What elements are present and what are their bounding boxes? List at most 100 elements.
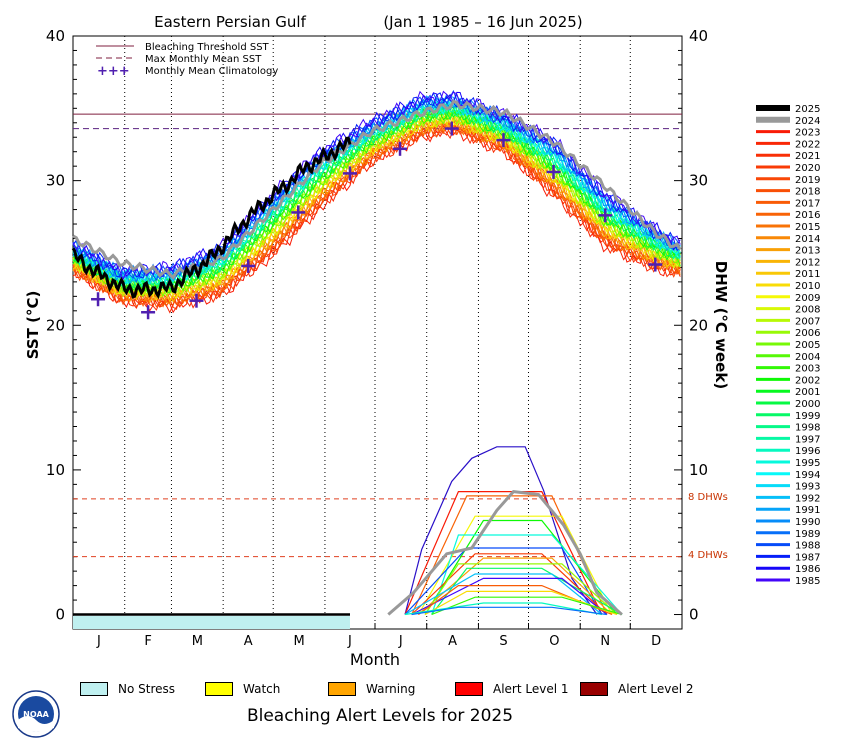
dhw-line-2006 (424, 563, 618, 615)
alert-item-alert-1: Alert Level 1 (455, 680, 569, 698)
month-label: M (192, 634, 203, 649)
chart-title: Eastern Persian Gulf (154, 13, 306, 31)
chart-period: (Jan 1 1985 – 16 Jun 2025) (383, 13, 582, 31)
legend-threshold-label: Bleaching Threshold SST (145, 42, 270, 53)
year-legend-label-1995: 1995 (795, 458, 820, 469)
year-legend-label-2007: 2007 (795, 316, 820, 327)
year-legend-label-2008: 2008 (795, 305, 820, 316)
noaa-logo-text: NOAA (23, 710, 49, 719)
y-tick-label-right: 40 (689, 27, 708, 45)
alert-label-alert-2: Alert Level 2 (618, 682, 694, 696)
y-tick-label-left: 0 (55, 606, 65, 624)
alert-item-warning: Warning (328, 680, 415, 698)
sst-series (71, 99, 682, 300)
alert-swatch-alert-1 (455, 682, 483, 696)
tick-labels: 0 0 10 10 20 20 30 30 40 40 J F M A M J J A S O N D (46, 27, 708, 649)
alert-swatch-watch (205, 682, 233, 696)
year-legend-label-1999: 1999 (795, 411, 820, 422)
year-legend-label-2015: 2015 (795, 222, 820, 233)
dhw-4-label: 4 DHWs (688, 550, 728, 561)
dhw-line-max-year (404, 446, 598, 615)
climatology-marker (444, 121, 459, 136)
year-legend-label-2024: 2024 (795, 116, 820, 127)
dhw-line-1999 (431, 567, 623, 616)
year-legend-label-1991: 1991 (795, 505, 820, 516)
alert-item-watch: Watch (205, 680, 280, 698)
climatology-marker (141, 305, 156, 320)
dhw-line-2020 (411, 553, 608, 615)
climatology-marker (291, 205, 306, 220)
y-tick-label-left: 10 (46, 461, 65, 479)
alert-label-no-stress: No Stress (118, 682, 176, 696)
dhw-line-1989 (411, 606, 607, 616)
plot-area (72, 35, 683, 630)
year-legend-label-2020: 2020 (795, 163, 820, 174)
alert-label-watch: Watch (243, 682, 281, 696)
year-legend-label-2001: 2001 (795, 387, 820, 398)
alert-swatch-no-stress (80, 682, 108, 696)
year-legend-label-2005: 2005 (795, 340, 820, 351)
month-label: J (398, 634, 403, 649)
year-legend-label-2014: 2014 (795, 234, 820, 245)
month-label: S (499, 634, 507, 649)
dhw-line-2010 (424, 590, 618, 616)
year-legend-label-1997: 1997 (795, 434, 820, 445)
line-legend: Bleaching Threshold SST Max Monthly Mean… (96, 42, 278, 79)
year-legend-label-1994: 1994 (795, 470, 820, 481)
x-axis-label: Month (350, 650, 400, 669)
year-legend-label-2012: 2012 (795, 257, 820, 268)
month-label: M (293, 634, 304, 649)
year-legend-label-1998: 1998 (795, 423, 820, 434)
y-tick-label-right: 0 (689, 606, 699, 624)
year-legend-label-2017: 2017 (795, 198, 820, 209)
year-legend-label-2013: 2013 (795, 246, 820, 257)
year-legend-label-2006: 2006 (795, 328, 820, 339)
alert-item-no-stress: No Stress (80, 680, 175, 698)
y-axis-left-label: SST (°C) (24, 291, 42, 360)
year-legend-label-2002: 2002 (795, 375, 820, 386)
year-legend-label-2019: 2019 (795, 175, 820, 186)
month-label: J (347, 634, 352, 649)
alert-label-warning: Warning (366, 682, 416, 696)
month-label: O (549, 634, 559, 649)
climatology-marker (91, 292, 106, 307)
noaa-logo: NOAA (12, 690, 60, 738)
year-legend-label-1988: 1988 (795, 541, 820, 552)
dhw-line-1996 (404, 602, 603, 616)
month-label: J (96, 634, 101, 649)
dhw-line-2023 (404, 491, 603, 615)
sst-line-2024 (72, 99, 682, 281)
dhw-line-2002 (424, 519, 618, 615)
month-gridlines (124, 36, 631, 629)
year-legend-label-2025: 2025 (795, 104, 820, 115)
month-label: F (144, 634, 151, 649)
alert-level-legend: No Stress Watch Warning Alert Level 1 Al… (80, 680, 720, 698)
dhw-line-1995 (431, 534, 623, 615)
year-legend-label-2010: 2010 (795, 281, 820, 292)
climatology-marker (241, 258, 256, 273)
y-tick-label-left: 30 (46, 172, 65, 190)
sst-line-1986 (72, 91, 681, 278)
dhw-line-2013 (418, 557, 613, 615)
year-legend-label-2018: 2018 (795, 187, 820, 198)
climatology-marker (648, 257, 663, 272)
year-legend-label-1996: 1996 (795, 446, 820, 457)
year-legend-label-2023: 2023 (795, 128, 820, 139)
dhw-curves (73, 446, 623, 616)
year-legend-label-1986: 1986 (795, 564, 820, 575)
y-tick-label-right: 30 (689, 172, 708, 190)
y-tick-label-right: 20 (689, 316, 708, 334)
y-axis-right-label: DHW (°C week) (712, 261, 730, 389)
y-tick-label-left: 40 (46, 27, 65, 45)
dhw-line-1985 (411, 577, 608, 616)
climatology-marker (189, 293, 204, 308)
year-legend-label-1985: 1985 (795, 576, 820, 587)
year-legend-label-1990: 1990 (795, 517, 820, 528)
month-label: D (651, 634, 661, 649)
year-legend-label-2009: 2009 (795, 293, 820, 304)
alert-swatch-warning (328, 682, 356, 696)
year-legend-label-1989: 1989 (795, 529, 820, 540)
climatology-marker (496, 133, 511, 148)
alert-band-no-stress (73, 615, 350, 629)
